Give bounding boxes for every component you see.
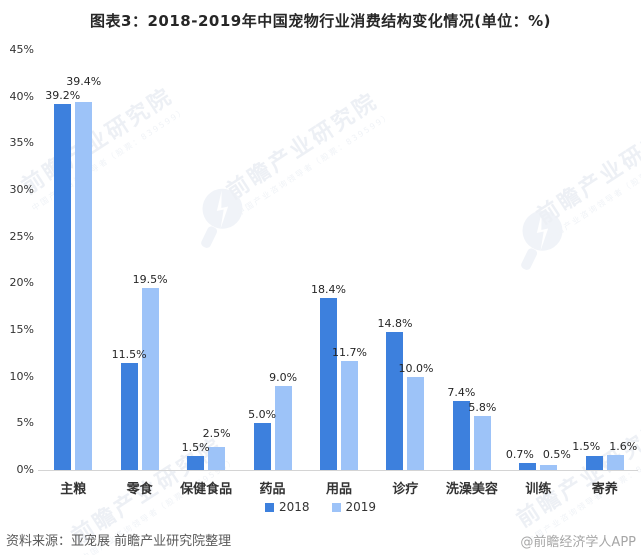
value-label-2018-药品: 5.0% (248, 408, 277, 422)
legend-swatch-icon (331, 502, 341, 512)
value-label-2019-用品: 11.7% (332, 345, 367, 359)
value-label-2019-诊疗: 10.0% (398, 361, 434, 375)
legend-item-2018: 2018 (264, 500, 310, 514)
x-axis-category-label: 药品 (259, 482, 286, 497)
watermark-text: 前瞻产业研究院 中国产业咨询领导者（股票：839599） (532, 113, 641, 243)
watermark-magnifier-icon (201, 188, 243, 248)
bar-2019-零食 (141, 288, 159, 470)
bar-2019-训练 (540, 465, 558, 470)
value-label-2019-零食: 19.5% (132, 273, 168, 286)
watermark-magnifier-icon (521, 210, 563, 270)
bar-2018-主粮 (54, 104, 72, 470)
y-axis-tick-label: 0% (16, 463, 34, 476)
value-label-2018-寄养: 1.5% (572, 440, 601, 454)
y-axis-tick-label: 25% (9, 229, 34, 243)
chart-legend: 2018 2019 (0, 500, 641, 514)
bar-2018-药品 (253, 423, 271, 470)
bar-2018-用品 (320, 298, 337, 470)
bar-2018-诊疗 (386, 331, 404, 470)
value-label-2019-药品: 9.0% (269, 371, 298, 384)
x-axis-category-label: 洗澡美容 (445, 482, 498, 497)
x-axis-line (38, 470, 638, 471)
legend-label: 2018 (278, 500, 310, 514)
value-label-2018-主粮: 39.2% (45, 89, 81, 103)
bar-2019-保健食品 (208, 446, 226, 470)
x-axis-category-label: 零食 (126, 482, 153, 497)
bar-2019-用品 (341, 360, 358, 470)
watermark-text: 前瞻产业研究院 中国产业咨询领导者（股票：839599） (17, 83, 189, 213)
legend-item-2019: 2019 (331, 500, 377, 514)
legend-swatch-icon (264, 502, 274, 512)
value-label-2019-主粮: 39.4% (66, 75, 102, 89)
y-axis-tick-label: 15% (9, 323, 34, 336)
chart-title: 图表3：2018-2019年中国宠物行业消费结构变化情况(单位：%) (90, 12, 551, 30)
bar-2019-寄养 (606, 455, 624, 470)
bar-2018-零食 (120, 362, 138, 470)
bar-2018-训练 (519, 463, 537, 470)
x-axis-category-label: 诊疗 (392, 482, 419, 497)
value-label-2019-寄养: 1.6% (609, 440, 638, 454)
bar-2018-寄养 (585, 456, 603, 470)
credit-note: @前瞻经济学人APP (520, 535, 636, 550)
x-axis-category-label: 寄养 (591, 482, 618, 497)
x-axis-category-label: 主粮 (60, 482, 87, 497)
legend-label: 2019 (345, 500, 377, 514)
watermark-text: 前瞻产业研究院 中国产业咨询领导者（股票：839599） (222, 88, 394, 218)
y-axis-tick-label: 35% (9, 136, 34, 150)
bar-2019-药品 (274, 386, 292, 470)
y-axis-tick-label: 10% (9, 369, 34, 383)
value-label-2018-训练: 0.7% (505, 448, 534, 462)
bar-2018-洗澡美容 (452, 400, 470, 470)
source-note: 资料来源：亚宠展 前瞻产业研究院整理 (6, 534, 232, 549)
y-axis-tick-label: 30% (9, 183, 34, 196)
value-label-2018-诊疗: 14.8% (377, 316, 413, 330)
x-axis-category-label: 用品 (325, 482, 352, 497)
y-axis-tick-label: 45% (9, 43, 34, 56)
value-label-2018-保健食品: 1.5% (181, 441, 210, 454)
bar-2019-主粮 (75, 102, 93, 470)
x-axis-category-label: 保健食品 (180, 482, 233, 497)
bar-2018-保健食品 (187, 456, 205, 470)
y-axis-tick-label: 20% (9, 276, 34, 290)
value-label-2019-训练: 0.5% (542, 448, 571, 462)
y-axis-tick-label: 5% (16, 416, 34, 430)
bar-2019-诊疗 (407, 376, 425, 470)
value-label-2018-洗澡美容: 7.4% (447, 385, 476, 399)
x-axis-category-label: 训练 (525, 482, 552, 497)
value-label-2019-洗澡美容: 5.8% (468, 400, 497, 414)
value-label-2018-零食: 11.5% (111, 347, 147, 361)
value-label-2019-保健食品: 2.5% (202, 427, 231, 440)
bar-2019-洗澡美容 (473, 415, 491, 470)
value-label-2018-用品: 18.4% (311, 283, 346, 297)
y-axis-tick-label: 40% (9, 89, 34, 103)
